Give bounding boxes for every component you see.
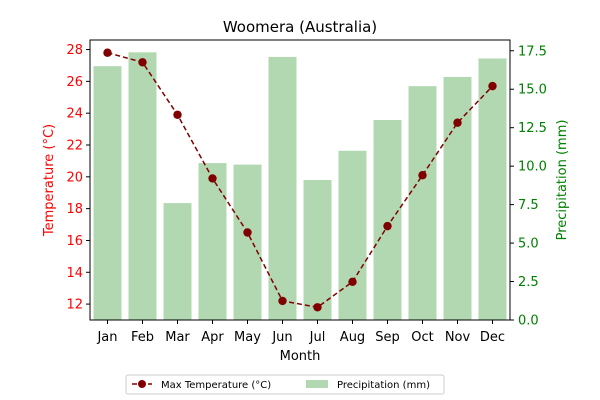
left-tick-label: 28 — [66, 43, 83, 58]
bar-jan — [93, 66, 122, 321]
bar-nov — [443, 76, 472, 320]
bar-may — [233, 164, 262, 320]
temperature-point-feb — [138, 58, 147, 67]
temperature-point-apr — [208, 174, 217, 183]
temperature-point-nov — [453, 118, 462, 127]
right-tick-label: 2.5 — [518, 275, 539, 290]
x-tick-label: Dec — [480, 330, 505, 345]
x-axis-label: Month — [280, 349, 321, 364]
right-tick-label: 17.5 — [518, 44, 547, 59]
left-tick-label: 18 — [66, 202, 83, 217]
left-tick-label: 12 — [66, 298, 83, 313]
x-tick-label: Jan — [96, 330, 117, 345]
legend-label-temperature: Max Temperature (°C) — [161, 380, 271, 391]
bar-jun — [268, 56, 297, 321]
legend-bar-swatch — [306, 380, 328, 388]
left-tick-label: 14 — [66, 266, 83, 281]
temperature-point-may — [243, 228, 252, 237]
temperature-point-mar — [173, 110, 182, 119]
legend-line-marker — [138, 380, 146, 388]
bar-aug — [338, 150, 367, 320]
left-tick-label: 20 — [66, 170, 83, 185]
plot-frame — [89, 39, 511, 321]
x-tick-label: Apr — [201, 330, 224, 345]
temperature-point-oct — [418, 171, 427, 180]
bar-dec — [478, 58, 507, 320]
legend: Max Temperature (°C) Precipitation (mm) — [125, 374, 445, 395]
temperature-point-jul — [313, 303, 322, 312]
right-tick-label: 10.0 — [518, 160, 547, 175]
temperature-point-jan — [103, 48, 112, 57]
right-axis-label: Precipitation (mm) — [555, 120, 570, 241]
chart-title: Woomera (Australia) — [223, 18, 377, 36]
temperature-point-jun — [278, 296, 287, 306]
x-tick-label: Feb — [131, 330, 154, 345]
right-tick-label: 15.0 — [518, 83, 547, 98]
left-tick-label: 22 — [66, 139, 83, 154]
left-tick-label: 24 — [66, 107, 83, 122]
temperature-point-aug — [348, 277, 357, 287]
x-tick-label: Oct — [411, 330, 433, 345]
x-tick-label: Jun — [271, 330, 292, 345]
legend-box — [125, 374, 445, 395]
right-tick-label: 12.5 — [518, 121, 547, 136]
x-tick-label: Aug — [340, 330, 365, 345]
left-axis: 12 14 16 18 20 22 24 26 28 — [66, 43, 90, 313]
temperature-point-sep — [383, 221, 392, 231]
legend-label-precipitation: Precipitation (mm) — [337, 380, 430, 391]
left-axis-label: Temperature (°C) — [42, 124, 57, 237]
line-series — [103, 48, 497, 312]
bar-jul — [303, 180, 332, 320]
left-tick-label: 26 — [66, 75, 83, 90]
left-tick-label: 16 — [66, 234, 83, 249]
right-tick-label: 5.0 — [518, 237, 539, 252]
bar-apr — [198, 163, 227, 320]
x-tick-label: May — [234, 330, 261, 345]
bar-sep — [373, 120, 402, 320]
bar-feb — [128, 52, 157, 321]
right-tick-label: 0.0 — [518, 314, 539, 329]
right-tick-label: 7.5 — [518, 198, 539, 213]
x-tick-label: Jul — [309, 330, 326, 345]
bar-series — [93, 52, 507, 321]
bar-oct — [408, 86, 437, 321]
x-tick-label: Mar — [165, 330, 190, 345]
temperature-line — [107, 52, 494, 309]
right-axis: 0.0 2.5 5.0 7.5 10.0 12.5 15.0 17.5 — [510, 44, 547, 329]
temperature-point-dec — [488, 81, 497, 91]
x-tick-label: Sep — [375, 330, 400, 345]
x-axis: Jan Feb Mar Apr May Jun Jul Aug Sep Oct Nov Dec — [96, 320, 505, 345]
x-tick-label: Nov — [445, 330, 471, 345]
bar-mar — [163, 203, 192, 320]
